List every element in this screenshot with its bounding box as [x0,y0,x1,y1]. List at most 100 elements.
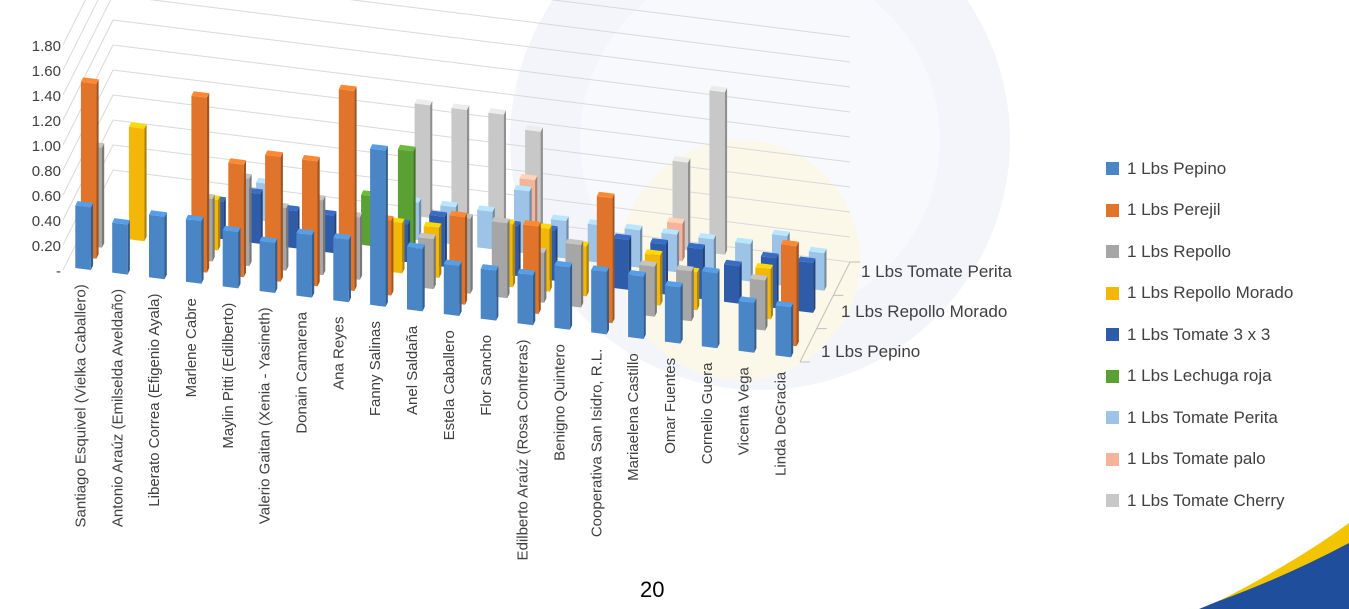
bar [724,259,742,304]
y-tick-label: 0.40 [32,213,61,230]
legend-label: 1 Lbs Tomate 3 x 3 [1127,324,1271,344]
x-tick-label: Omar Fuentes [662,358,679,454]
bar [149,210,167,280]
bar [701,266,720,349]
x-tick-label: Ana Reyes [330,317,347,390]
bar [488,108,506,228]
bar [797,256,816,313]
legend-swatch [1106,411,1119,424]
legend-swatch [1106,452,1119,466]
x-tick-label: Anel Saldaña [404,325,421,415]
y-tick-label: 1.00 [32,138,61,155]
category-axis: Santiago Esquivel (Vielka Caballero) Anto… [72,284,789,560]
bar [591,265,609,335]
bar [407,242,425,312]
bar [554,260,573,330]
bar [222,225,241,289]
legend-swatch [1106,286,1119,300]
y-tick-label: 1.60 [32,63,61,80]
bar [296,228,315,298]
bars [75,77,827,358]
x-tick-label: Donain Camarena [294,311,311,433]
legend-item: 1 Lbs Lechuga roja [1106,366,1293,387]
legend-label: 1 Lbs Perejil [1127,200,1221,219]
y-tick-label: 0.80 [32,163,61,180]
legend-label: 1 Lbs Repollo [1127,241,1231,261]
bar [628,270,646,339]
legend-label: 1 Lbs Lechuga roja [1127,366,1272,385]
legend-label: 1 Lbs Tomate Perita [1127,407,1278,427]
bar [259,236,278,293]
legend-item: 1 Lbs Tomate 3 x 3 [1106,324,1293,345]
x-tick-label: Flor Sancho [478,335,495,416]
bar [443,259,462,316]
legend-item: 1 Lbs Repollo [1106,241,1293,262]
legend-label: 1 Lbs Tomate Cherry [1127,490,1285,510]
x-tick-label: Benigno Quintero [551,344,568,461]
depth-axis-line [799,261,851,363]
x-tick-label: Antonio Araúz (Emilselda Aveldaño) [109,289,126,527]
x-tick-label: Mariaelena Castillo [625,353,642,481]
bar [664,280,683,344]
legend-label: 1 Lbs Repollo Morado [1127,283,1294,302]
legend-label: 1 Lbs Pepino [1127,158,1227,178]
y-tick-label: 0.20 [32,238,61,255]
y-tick-label: 1.20 [32,113,61,130]
bar [333,233,351,303]
legend-swatch [1106,328,1119,341]
page-number: 20 [640,577,665,602]
legend-swatch [1106,494,1119,507]
legend-item: 1 Lbs Tomate Cherry [1106,490,1293,511]
depth-axis-label: 1 Lbs Pepino [821,342,920,361]
y-tick-label: - [56,263,61,280]
legend-item: 1 Lbs Repollo Morado [1106,283,1293,304]
depth-axis-label: 1 Lbs Tomate Perita [861,262,1012,281]
gridline [62,119,851,221]
legend-swatch [1106,203,1119,217]
legend-label: 1 Lbs Tomate palo [1127,449,1266,468]
x-tick-label: Marlene Cabre [183,298,200,397]
x-tick-label: Linda DeGracia [773,371,790,476]
corner-logo-swoosh [1199,523,1349,609]
gridline [62,44,851,146]
x-tick-label: Cooperativa San Isidro, R.L. [588,349,605,537]
bar [451,103,470,223]
legend-item: 1 Lbs Tomate Perita [1106,407,1293,428]
bar [480,264,499,321]
depth-axis: 1 Lbs Pepino 1 Lbs Repollo Morado 1 Lbs To… [799,261,1012,363]
x-tick-label: Valerio Gaitan (Xenia - Yasineth) [257,307,274,524]
bar [128,122,147,242]
y-tick-label: 1.40 [32,88,61,105]
x-tick-label: Edilberto Araúz (Rosa Contreras) [515,340,532,561]
x-tick-label: Santiago Esquivel (Vielka Caballero) [72,284,89,527]
y-tick-label: 0.60 [32,188,61,205]
bar [185,214,204,284]
legend-swatch [1106,162,1119,175]
bar [112,218,130,275]
gridline [62,94,851,196]
chart-legend: 1 Lbs Pepino 1 Lbs Perejil 1 Lbs Repollo 1 … [1106,158,1293,511]
legend-item: 1 Lbs Pepino [1106,158,1293,179]
gridline [62,0,851,96]
x-tick-label: Cornelio Guera [699,362,716,464]
y-tick-label: 1.80 [32,38,61,55]
bar [414,98,433,218]
bar [517,268,536,326]
legend-item: 1 Lbs Perejil [1106,200,1293,221]
x-tick-label: Estela Caballero [441,330,458,440]
legend-swatch [1106,245,1119,258]
x-tick-label: Liberato Correa (Efigenio Ayala) [146,294,163,507]
x-tick-label: Vicenta Vega [736,366,753,455]
gridline [62,0,851,46]
legend-item: 1 Lbs Tomate palo [1106,449,1293,470]
depth-axis-label: 1 Lbs Repollo Morado [841,302,1007,321]
bar [370,144,388,307]
bar [709,85,728,255]
x-tick-label: Fanny Salinas [367,321,384,416]
gridline [62,19,851,121]
bar [738,296,757,353]
bar [75,201,94,270]
gridline [62,69,851,171]
bar [775,300,794,358]
